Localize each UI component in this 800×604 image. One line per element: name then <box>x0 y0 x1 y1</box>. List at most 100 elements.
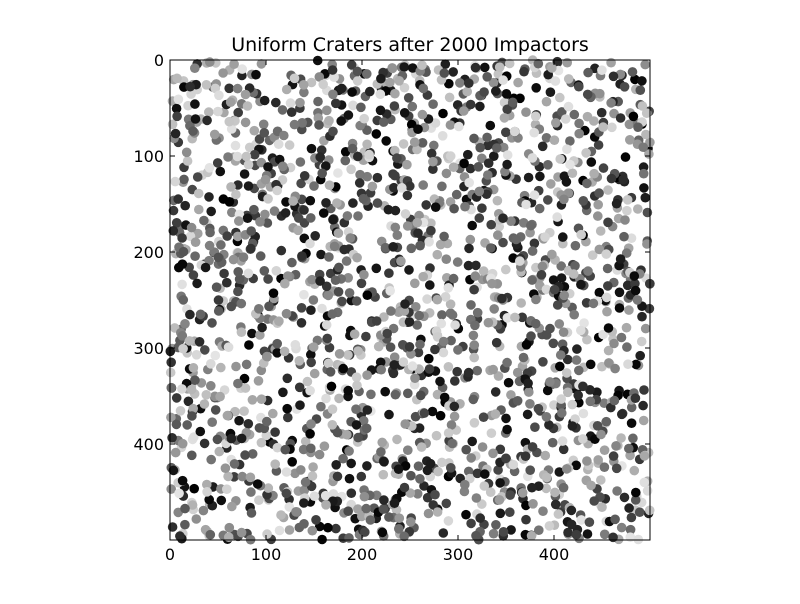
crater-rim <box>489 304 499 314</box>
crater-rim <box>376 447 386 457</box>
crater-rim <box>479 87 489 97</box>
crater-rim <box>262 351 272 362</box>
crater-rim <box>571 530 581 540</box>
crater-rim <box>527 483 537 493</box>
crater-rim <box>538 506 548 516</box>
crater-rim <box>477 153 487 163</box>
crater-rim <box>488 529 499 539</box>
crater-rim <box>528 499 538 509</box>
crater-rim <box>492 338 502 348</box>
crater-rim <box>545 87 556 97</box>
crater-rim <box>296 465 306 475</box>
crater-rim <box>559 483 569 493</box>
crater-rim <box>621 323 632 333</box>
crater-rim <box>599 462 609 472</box>
crater-rim <box>326 367 336 377</box>
crater-rim <box>603 263 613 274</box>
crater-rim <box>236 299 246 309</box>
crater-rim <box>180 504 190 514</box>
crater-rim <box>183 396 193 406</box>
crater-rim <box>227 501 237 511</box>
crater-rim <box>471 531 481 541</box>
crater-rim <box>353 346 363 356</box>
crater-rim <box>372 490 382 500</box>
crater-rim <box>449 204 459 214</box>
crater-rim <box>639 162 649 172</box>
crater-rim <box>467 436 477 446</box>
crater-rim <box>419 481 429 491</box>
crater-rim <box>638 401 648 411</box>
crater-rim <box>558 239 568 249</box>
crater-rim <box>549 135 559 145</box>
crater-rim <box>436 240 446 250</box>
crater-rim <box>193 172 203 182</box>
crater-rim <box>279 130 289 141</box>
crater-rim <box>362 405 372 415</box>
crater-rim <box>597 108 607 118</box>
crater-rim <box>284 525 295 535</box>
crater-rim <box>594 188 604 198</box>
crater-rim <box>561 177 571 187</box>
crater-rim <box>543 195 553 205</box>
crater-rim <box>472 468 482 478</box>
crater-rim <box>166 357 176 367</box>
crater-rim <box>299 290 309 300</box>
crater-rim <box>178 344 188 354</box>
crater-rim <box>593 200 603 210</box>
crater-rim <box>359 270 369 280</box>
crater-rim <box>501 413 511 423</box>
crater-rim <box>239 169 250 179</box>
crater-rim <box>541 284 551 294</box>
crater-rim <box>394 513 404 523</box>
crater-rim <box>201 390 211 400</box>
y-axis: 0 100 200 300 400 <box>133 51 650 454</box>
crater-rim <box>371 263 381 273</box>
crater-rim <box>490 409 501 419</box>
crater-rim <box>195 426 205 437</box>
crater-rim <box>579 318 589 328</box>
crater-field <box>165 55 655 545</box>
crater-rim <box>596 226 606 236</box>
crater-rim <box>351 420 362 430</box>
crater-rim <box>550 285 560 295</box>
crater-rim <box>243 268 254 278</box>
crater-rim <box>538 357 548 367</box>
crater-rim <box>423 508 434 519</box>
crater-rim <box>444 428 454 438</box>
crater-rim <box>338 364 348 374</box>
crater-rim <box>188 126 198 136</box>
crater-rim <box>317 534 327 545</box>
crater-rim <box>389 498 400 508</box>
crater-rim <box>644 304 654 314</box>
x-tick-label: 0 <box>165 545 175 564</box>
crater-rim <box>301 436 311 446</box>
crater-rim <box>526 331 536 341</box>
crater-rim <box>493 230 503 240</box>
crater-rim <box>425 263 435 273</box>
crater-rim <box>563 527 573 538</box>
crater-rim <box>331 523 341 534</box>
crater-rim <box>607 122 617 132</box>
crater-rim <box>461 510 471 520</box>
crater-rim <box>602 307 612 317</box>
crater-rim <box>173 94 183 104</box>
crater-rim <box>276 510 286 520</box>
crater-rim <box>170 129 181 139</box>
crater-rim <box>404 265 414 275</box>
crater-rim <box>280 208 291 218</box>
crater-rim <box>552 57 562 67</box>
crater-rim <box>483 318 493 328</box>
crater-rim <box>493 465 503 475</box>
crater-rim <box>449 411 460 421</box>
crater-rim <box>582 529 593 539</box>
crater-rim <box>233 378 243 389</box>
crater-rim <box>453 345 463 355</box>
crater-rim <box>631 487 641 498</box>
crater-rim <box>199 399 210 409</box>
crater-rim <box>413 489 423 499</box>
crater-rim <box>633 204 643 214</box>
crater-rim <box>326 381 337 391</box>
crater-rim <box>426 226 436 236</box>
crater-rim <box>641 129 651 140</box>
crater-rim <box>567 421 577 431</box>
